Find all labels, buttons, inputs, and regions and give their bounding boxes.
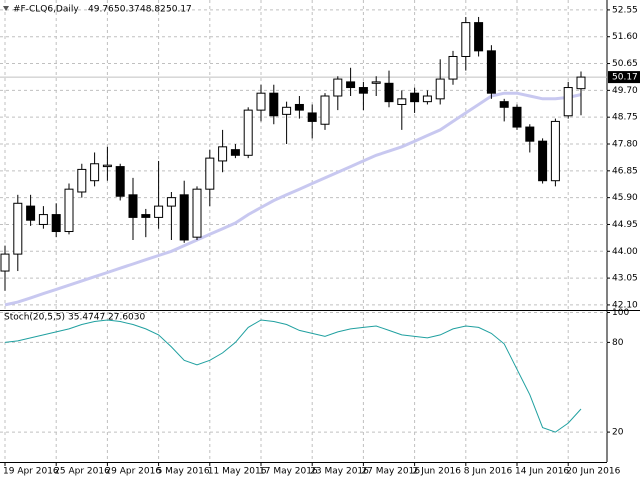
- candle-body: [499, 101, 509, 108]
- x-tick-label: 29 Apr 2016: [105, 467, 161, 477]
- candle-body: [38, 214, 48, 225]
- candle-body: [256, 92, 266, 111]
- candle-body: [179, 194, 189, 241]
- candle-body: [371, 81, 381, 84]
- candle-body: [512, 106, 522, 128]
- y-tick-label: 46.85: [612, 166, 638, 176]
- candle-body: [563, 87, 573, 117]
- y-tick-label: 43.05: [612, 274, 638, 284]
- candle-body: [307, 112, 317, 122]
- chart-title: #F-CLQ6,Daily: [13, 5, 79, 15]
- candle-body: [115, 166, 125, 197]
- candle-body: [141, 214, 151, 218]
- indicator-signal-value: 27.6030: [108, 313, 145, 323]
- candle-body: [486, 50, 496, 94]
- y-tick-label: 50.65: [612, 59, 638, 69]
- indicator-line: [4, 319, 582, 433]
- x-tick-label: 23 May 2016: [310, 467, 369, 477]
- y-tick-label: 44.95: [612, 220, 638, 230]
- y-tick-label: 100: [612, 308, 629, 318]
- candle-body: [461, 22, 471, 57]
- indicator-main-value: 35.4747: [68, 313, 105, 323]
- candle-body: [448, 55, 458, 80]
- candle-body: [166, 197, 176, 207]
- candle-body: [384, 82, 394, 103]
- candle-body: [218, 146, 228, 162]
- x-tick-label: 5 May 2016: [157, 467, 210, 477]
- y-tick-label: 49.70: [612, 86, 638, 96]
- candle-body: [550, 120, 560, 182]
- y-tick-label: 52.55: [612, 5, 638, 15]
- candle-body: [422, 95, 432, 103]
- y-tick-label: 47.80: [612, 140, 638, 150]
- candle-body: [282, 106, 292, 115]
- x-tick-label: 8 Jun 2016: [464, 467, 513, 477]
- x-tick-label: 19 Apr 2016: [3, 467, 59, 477]
- candle-body: [435, 78, 445, 100]
- grid: [0, 0, 610, 466]
- symbol-icon: [3, 6, 9, 11]
- header-high: 50.37: [114, 5, 140, 15]
- candle-body: [102, 164, 112, 168]
- candle-body: [474, 22, 484, 52]
- candle-body: [346, 81, 356, 89]
- last-price-label: 50.17: [612, 73, 638, 83]
- x-tick-label: 20 Jun 2016: [566, 467, 620, 477]
- candle-body: [192, 188, 202, 238]
- labels: #F-CLQ6,Daily 49.76 50.37 48.82 50.17 St…: [3, 5, 638, 477]
- candle-body: [205, 157, 215, 190]
- candle-body: [358, 87, 368, 94]
- y-tick-label: 42.10: [612, 300, 638, 310]
- marks: [0, 16, 640, 433]
- candle-body: [230, 149, 240, 156]
- candle-body: [320, 95, 330, 125]
- candle-body: [243, 109, 253, 156]
- y-tick-label: 45.90: [612, 193, 638, 203]
- candle-body: [128, 194, 138, 218]
- moving-average: [4, 91, 582, 307]
- x-tick-label: 11 May 2016: [208, 467, 267, 477]
- header-open: 49.76: [88, 5, 114, 15]
- x-tick-label: 2 Jun 2016: [413, 467, 462, 477]
- candle-body: [64, 188, 74, 233]
- y-tick-label: 51.60: [612, 32, 638, 42]
- candle-body: [77, 168, 87, 193]
- candle-body: [333, 78, 343, 97]
- candle-body: [576, 76, 586, 90]
- x-tick-label: 14 Jun 2016: [515, 467, 569, 477]
- candle-body: [538, 140, 548, 182]
- header-low: 48.82: [140, 5, 166, 15]
- candle-body: [51, 214, 61, 233]
- y-tick-label: 80: [612, 338, 624, 348]
- candle-body: [410, 92, 420, 103]
- candle-body: [397, 98, 407, 105]
- x-tick-label: 27 May 2016: [361, 467, 420, 477]
- x-tick-label: 25 Apr 2016: [54, 467, 110, 477]
- candle-body: [90, 163, 100, 182]
- candle-body: [154, 205, 164, 218]
- candle-body: [13, 202, 23, 255]
- header-close: 50.17: [166, 5, 192, 15]
- indicator-title: Stoch(20,5,5): [4, 313, 65, 323]
- candle-body: [0, 253, 10, 272]
- candle-body: [294, 103, 304, 111]
- y-tick-label: 20: [612, 428, 624, 438]
- candle-body: [26, 205, 36, 221]
- last-price-box: [608, 71, 640, 84]
- candle-body: [525, 126, 535, 142]
- candle-body: [269, 92, 279, 117]
- y-tick-label: 48.75: [612, 113, 638, 123]
- x-tick-label: 17 May 2016: [259, 467, 318, 477]
- y-tick-label: 44.00: [612, 247, 638, 257]
